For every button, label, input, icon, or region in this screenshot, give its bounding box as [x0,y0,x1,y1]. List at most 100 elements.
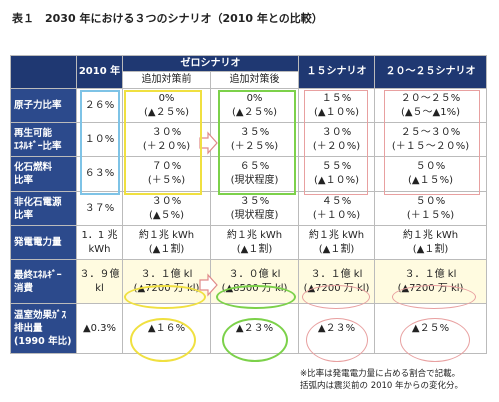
cell-line: (▲7200 万 kl) [303,282,370,294]
table-cell: ３５% (＋２５%) [210,122,299,157]
cell-line: (▲１割) [148,243,185,255]
table-cell: ▲２３% [298,303,375,354]
cell-line: kWh [88,243,111,255]
cell-line: (＋１０%) [312,209,361,221]
cell-line: 約１兆 kWh [226,229,283,241]
cell-line: 1．1 兆 [81,229,118,241]
row-header: 温室効果ｶﾞｽ 排出量 (1990 年比) [10,303,77,354]
column-header: 2010 年 [76,55,123,89]
table-row: 非化石電源 比率 ３７% ３０% (▲５%) ３５% (現状程度) ４５% (＋１０%) ５０% (… [10,191,487,226]
cell-line: (現状程度) [230,175,279,186]
table-cell: ２６% [76,88,123,123]
table-cell: １０% [76,122,123,157]
cell-line: ▲0.3% [82,322,117,334]
table-cell: ６５% (現状程度) [210,156,299,192]
table-cell: ３７% [76,191,123,226]
table-cell: ３０% (＋２０%) [298,122,375,157]
cell-line: ３５% [239,195,270,207]
cell-line: 約１兆 kWh [402,229,459,241]
cell-line: ▲２５% [411,322,450,334]
cell-line: (▲8500 万 kl) [221,282,288,294]
column-header: １５シナリオ [298,55,375,89]
cell-line: ３．０億 kl [228,268,281,280]
table-cell: ３０% (＋２０%) [122,122,211,157]
row-header: 発電電力量 [10,225,77,260]
row-header-line: 化石燃料 [14,162,53,173]
cell-line: ４５% [321,195,352,207]
cell-line: (▲５%) [149,209,184,221]
cell-line: ３．１億 kl [310,268,363,280]
table-cell: 1．1 兆 kWh [76,225,123,260]
cell-line: １５% [321,92,352,104]
cell-line: kl [95,282,104,294]
cell-line: (▲１０%) [314,175,359,186]
cell-line: (▲7200 万 kl) [397,282,464,294]
column-subheader: 追加対策前 [122,71,211,89]
table-cell: 約１兆 kWh (▲１割) [298,225,375,260]
note-line: ※比率は発電電力量に占める割合で記載。 [300,369,461,379]
cell-line: (＋２０%) [142,140,191,152]
row-header-line: 発電電力量 [14,237,62,248]
column-header: ２０～２５シナリオ [374,55,487,89]
cell-line: ▲１６% [147,322,186,334]
notes: ※比率は発電電力量に占める割合で記載。 括弧内は震災前の 2010 年からの変化分… [300,368,463,392]
cell-line: (＋２０%) [312,140,361,152]
table-cell: ７０% (＋５%) [122,156,211,192]
table-cell: ３．１億 kl (▲7200 万 kl) [298,259,375,304]
cell-line: 約１兆 kWh [138,229,195,241]
table-title: 表１ 2030 年における３つのシナリオ（2010 年との比較） [12,12,323,25]
cell-line: ２５～３０% [400,126,461,138]
table-cell: ３．１億 kl (▲7200 万 kl) [122,259,211,304]
table-row: 再生可能 ｴﾈﾙｷﾞｰ比率 １０% ３０% (＋２０%) ３５% (＋２５%) ３０% (＋２０… [10,122,487,157]
header-row: 2010 年ゼロシナリオ １５シナリオ ２０～２５シナリオ [10,55,487,89]
table-row: 温室効果ｶﾞｽ 排出量 (1990 年比) ▲0.3% ▲１６% ▲２３% ▲２３% ▲２５% [10,303,487,354]
cell-line: ２６% [84,99,115,111]
cell-line: ３０% [151,195,182,207]
row-header-line: 排出量 [14,323,43,334]
table-row: 原子力比率 ２６% 0% (▲２５%) 0% (▲２５%) １５% (▲１０%) ２０～２５% (… [10,88,487,123]
cell-line: ３０% [151,126,182,138]
cell-line: (現状程度) [230,209,279,221]
table-cell: 0% (▲２５%) [122,88,211,123]
row-header: 再生可能 ｴﾈﾙｷﾞｰ比率 [10,122,77,157]
row-header: 化石燃料 比率 [10,156,77,192]
table-cell: ▲１６% [122,303,211,354]
scenario-table: 2010 年ゼロシナリオ １５シナリオ ２０～２５シナリオ 追加対策前 追加対策後 原子力… [10,55,487,354]
cell-line: １０% [84,133,115,145]
table-cell: １５% (▲１０%) [298,88,375,123]
table-cell: ３０% (▲５%) [122,191,211,226]
cell-line: (▲２５%) [144,106,189,118]
table-cell: ２５～３０% (＋１５～２０%) [374,122,487,157]
cell-line: ７０% [151,161,182,172]
table-cell: ４５% (＋１０%) [298,191,375,226]
cell-line: ５５% [321,161,352,172]
row-header: 原子力比率 [10,88,77,123]
cell-line: ３．１億 kl [140,268,193,280]
cell-line: (▲１０%) [314,106,359,118]
cell-line: (＋１５～２０%) [391,140,470,152]
row-header-line: 最終ｴﾈﾙｷﾞｰ [14,269,62,281]
cell-line: (＋１５%) [406,209,455,221]
row-header: 最終ｴﾈﾙｷﾞｰ 消費 [10,259,77,304]
row-header-line: 比率 [14,209,34,221]
cell-line: 0% [246,92,263,104]
table-cell: ３．９億 kl [76,259,123,304]
table-cell: ▲２５% [374,303,487,354]
cell-line: (▲１５%) [408,175,453,186]
table-cell: ３５% (現状程度) [210,191,299,226]
cell-line: ６３% [84,168,115,179]
cell-line: ３．９億 [79,268,120,280]
table-row: 化石燃料 比率 ６３% ７０% (＋５%) ６５% (現状程度) ５５% (▲１０%) ５０% (▲… [10,156,487,192]
cell-line: (▲１割) [236,243,273,255]
table-cell: ５０% (▲１５%) [374,156,487,192]
row-header-line: ｴﾈﾙｷﾞｰ比率 [14,140,62,152]
cell-line: (▲１割) [318,243,355,255]
cell-line: ３０% [321,126,352,138]
table-cell: ３．０億 kl (▲8500 万 kl) [210,259,299,304]
table-cell: ▲２３% [210,303,299,354]
table-cell: ▲0.3% [76,303,123,354]
table-cell: ５０% (＋１５%) [374,191,487,226]
table-cell: 約１兆 kWh (▲１割) [374,225,487,260]
cell-line: ３７% [84,202,115,214]
